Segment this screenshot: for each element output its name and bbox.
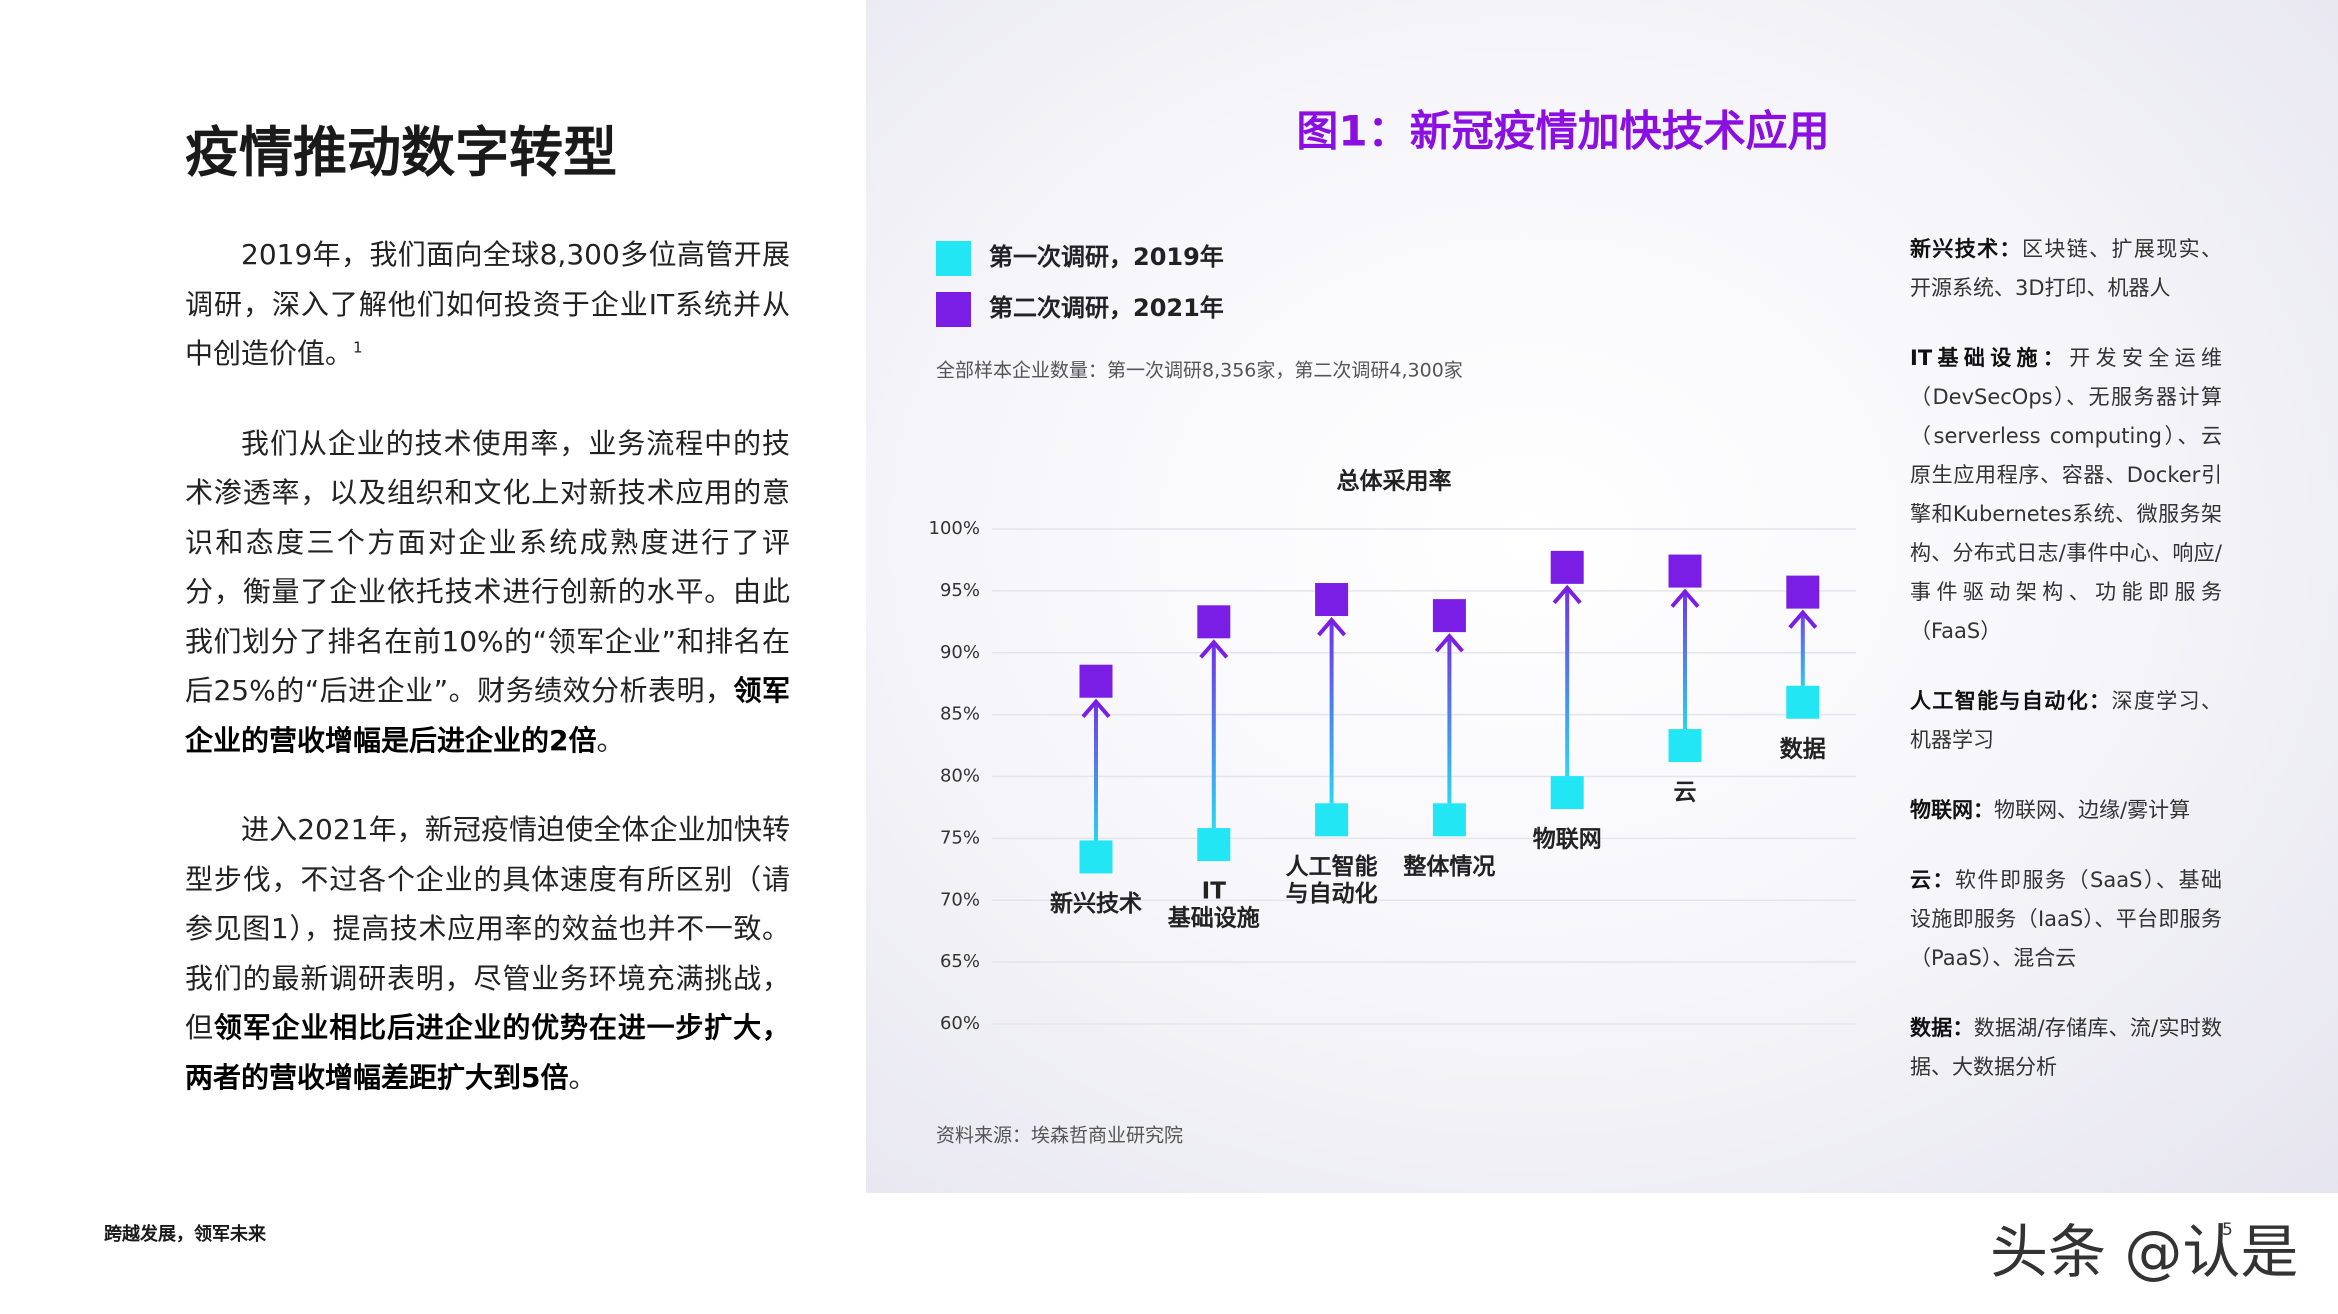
y-tick-label: 85% bbox=[940, 704, 980, 725]
text-run: 领军企业的营收增幅是后进企业的2倍 bbox=[185, 674, 790, 757]
chart: 图1：新冠疫情加快技术应用第一次调研，2019年第二次调研，2021年全部样本企… bbox=[929, 107, 1856, 1147]
footer: 跨越发展，领军未来 bbox=[104, 1224, 266, 1245]
page-number: 5 bbox=[2222, 1220, 2233, 1240]
category-label: 数据 bbox=[1780, 736, 1826, 762]
text-run: 。 bbox=[596, 723, 625, 757]
category-label: 人工智能与自动化 bbox=[1286, 852, 1378, 906]
marker-2021 bbox=[1668, 554, 1702, 588]
definition-term: 云： bbox=[1910, 868, 1956, 892]
definition-term: 物联网： bbox=[1910, 798, 1994, 822]
definition-term: 新兴技术： bbox=[1910, 237, 2022, 261]
marker-2021 bbox=[1315, 583, 1349, 617]
y-tick-label: 60% bbox=[940, 1013, 980, 1034]
marker-2019 bbox=[1315, 803, 1349, 837]
y-tick-label: 100% bbox=[929, 518, 980, 539]
definition-term: IT基础设施： bbox=[1910, 346, 2070, 370]
arrow-head bbox=[1552, 584, 1582, 605]
definition-text: 深度学习、机器学习 bbox=[1910, 689, 2223, 752]
chart-title: 图1：新冠疫情加快技术应用 bbox=[1296, 107, 1829, 156]
category-label: 整体情况 bbox=[1403, 852, 1495, 879]
definition-term: 人工智能与自动化： bbox=[1910, 689, 2112, 713]
paragraph: 我们从企业的技术使用率，业务流程中的技术渗透率，以及组织和文化上对新技术应用的意… bbox=[185, 419, 790, 766]
text-run: 领军企业相比后进企业的优势在进一步扩大，两者的营收增幅差距扩大到5倍 bbox=[185, 1011, 790, 1094]
category-label: 新兴技术 bbox=[1050, 889, 1142, 916]
text-run: 。 bbox=[568, 1060, 597, 1094]
legend-swatch bbox=[936, 241, 971, 276]
marker-2021 bbox=[1786, 575, 1820, 609]
arrow-head bbox=[1317, 616, 1347, 637]
definition-text: 区块链、扩展现实、开源系统、3D打印、机器人 bbox=[1910, 237, 2223, 300]
chart-subtitle: 全部样本企业数量：第一次调研8,356家，第二次调研4,300家 bbox=[936, 360, 1463, 382]
marker-2021 bbox=[1079, 664, 1113, 698]
definition: 数据：数据湖/存储库、流/实时数据、大数据分析 bbox=[1910, 1009, 2222, 1087]
text-run: 2019年，我们面向全球8,300多位高管开展调研，深入了解他们如何投资于企业I… bbox=[185, 238, 790, 370]
marker-2019 bbox=[1432, 803, 1466, 837]
source-note: 资料来源：埃森哲商业研究院 bbox=[936, 1125, 1183, 1147]
definition-text: 开发安全运维（DevSecOps）、无服务器计算（serverless comp… bbox=[1910, 346, 2223, 643]
y-tick-label: 75% bbox=[940, 827, 980, 848]
marker-2021 bbox=[1432, 599, 1466, 633]
paragraph: 2019年，我们面向全球8,300多位高管开展调研，深入了解他们如何投资于企业I… bbox=[185, 230, 790, 379]
definition-term: 数据： bbox=[1910, 1016, 1974, 1040]
footnote-ref: 1 bbox=[353, 338, 363, 357]
watermark: 头条 @认是 bbox=[1990, 1218, 2299, 1286]
y-tick-label: 65% bbox=[940, 951, 980, 972]
text-run: 我们从企业的技术使用率，业务流程中的技术渗透率，以及组织和文化上对新技术应用的意… bbox=[185, 426, 790, 708]
arrow-head bbox=[1670, 588, 1700, 608]
arrow-head bbox=[1199, 639, 1229, 659]
definition: 人工智能与自动化：深度学习、机器学习 bbox=[1910, 682, 2222, 760]
marker-2019 bbox=[1668, 729, 1702, 763]
marker-2019 bbox=[1550, 776, 1584, 810]
definition-text: 数据湖/存储库、流/实时数据、大数据分析 bbox=[1910, 1016, 2223, 1079]
text-run: 进入2021年，新冠疫情迫使全体企业加快转型步伐，不过各个企业的具体速度有所区别… bbox=[185, 813, 790, 1044]
category-label: IT 基础设施 bbox=[1168, 878, 1260, 931]
y-tick-label: 90% bbox=[940, 642, 980, 663]
definition-text: 物联网、边缘/雾计算 bbox=[1994, 798, 2191, 822]
category-label: 物联网 bbox=[1533, 825, 1602, 852]
paragraph: 进入2021年，新冠疫情迫使全体企业加快转型步伐，不过各个企业的具体速度有所区别… bbox=[185, 805, 790, 1102]
page-title: 疫情推动数字转型 bbox=[185, 121, 617, 184]
definition: IT基础设施：开发安全运维（DevSecOps）、无服务器计算（serverle… bbox=[1910, 339, 2222, 651]
body-text: 2019年，我们面向全球8,300多位高管开展调研，深入了解他们如何投资于企业I… bbox=[185, 230, 790, 1142]
y-tick-label: 80% bbox=[940, 766, 980, 787]
definition: 云：软件即服务（SaaS）、基础设施即服务（IaaS）、平台即服务（PaaS）、… bbox=[1910, 861, 2222, 978]
plot-title: 总体采用率 bbox=[1337, 468, 1452, 495]
definition: 新兴技术：区块链、扩展现实、开源系统、3D打印、机器人 bbox=[1910, 230, 2222, 308]
y-tick-label: 70% bbox=[940, 889, 980, 910]
arrow-head bbox=[1434, 633, 1464, 653]
legend-label: 第一次调研，2019年 bbox=[989, 243, 1224, 271]
marker-2021 bbox=[1197, 605, 1231, 639]
marker-2019 bbox=[1197, 828, 1231, 862]
arrow-head bbox=[1081, 698, 1111, 719]
marker-2019 bbox=[1079, 840, 1113, 874]
legend-label: 第二次调研，2021年 bbox=[989, 294, 1224, 322]
legend-swatch bbox=[936, 292, 971, 327]
sidebar: 新兴技术：区块链、扩展现实、开源系统、3D打印、机器人 IT基础设施：开发安全运维… bbox=[1910, 230, 2222, 1118]
marker-2021 bbox=[1550, 550, 1584, 584]
arrow-head bbox=[1788, 609, 1818, 629]
category-label: 云 bbox=[1674, 779, 1697, 805]
definition: 物联网：物联网、边缘/雾计算 bbox=[1910, 791, 2222, 830]
figure-panel: 图1：新冠疫情加快技术应用第一次调研，2019年 第二次调研，2021年全部样本企… bbox=[866, 0, 2338, 1193]
marker-2019 bbox=[1786, 685, 1820, 719]
definition-text: 软件即服务（SaaS）、基础设施即服务（IaaS）、平台即服务（PaaS）、混合… bbox=[1910, 868, 2222, 970]
y-tick-label: 95% bbox=[940, 580, 980, 601]
